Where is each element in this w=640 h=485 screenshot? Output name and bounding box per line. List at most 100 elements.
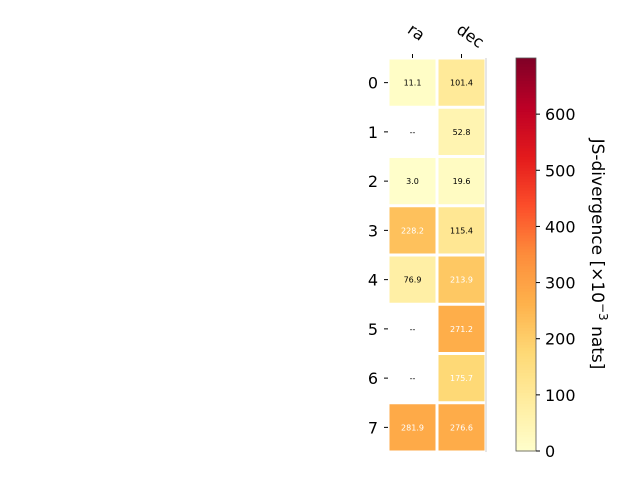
row-tick-label: 5 — [368, 320, 378, 339]
colorbar-segment — [516, 170, 536, 174]
heatmap-cell — [389, 404, 436, 451]
colorbar-segment — [516, 305, 536, 309]
row-tick-label: 6 — [368, 369, 378, 388]
colorbar-segment — [516, 114, 536, 118]
heatmap-cell — [389, 207, 436, 254]
colorbar-segment — [516, 74, 536, 79]
row-tick-label: 0 — [368, 74, 378, 93]
colorbar-segment — [516, 130, 536, 135]
colorbar-segment — [516, 189, 536, 194]
heatmap-cell — [438, 158, 485, 205]
colorbar-segment — [516, 262, 536, 267]
colorbar-segment — [516, 251, 536, 256]
colorbar-segment — [516, 66, 536, 70]
colorbar-segment — [516, 307, 536, 312]
colorbar-segment — [516, 271, 536, 275]
row-tick-label: 3 — [368, 221, 378, 240]
colorbar-segment — [516, 91, 536, 96]
colorbar-segment — [516, 316, 536, 320]
colorbar-segment — [516, 175, 536, 180]
colorbar-segment — [516, 226, 536, 230]
colorbar-segment — [516, 161, 536, 166]
cell-value-label: 3.0 — [406, 177, 419, 186]
colorbar-segment — [516, 63, 536, 68]
colorbar-segment — [516, 442, 536, 446]
colorbar-segment — [516, 417, 536, 421]
cell-value-label: 11.1 — [404, 79, 422, 88]
colorbar-segment — [516, 248, 536, 253]
colorbar-segment — [516, 276, 536, 281]
colorbar-segment — [516, 69, 536, 73]
colorbar-segment — [516, 358, 536, 362]
colorbar-segment — [516, 394, 536, 399]
colorbar-tick-label: 200 — [545, 330, 576, 349]
colorbar-segment — [516, 428, 536, 432]
colorbar-segment — [516, 392, 536, 396]
cell-value-label: 19.6 — [453, 177, 471, 186]
colorbar-segment — [516, 274, 536, 278]
colorbar-segment — [516, 72, 536, 76]
heatmap-cell — [389, 158, 436, 205]
colorbar-tick-label: 400 — [545, 217, 576, 236]
colorbar-tick-labels: 0 100 200 300 400 500 600 — [536, 105, 576, 461]
cell-value-label: 175.7 — [450, 374, 473, 383]
colorbar-segment — [516, 321, 536, 326]
colorbar-segment — [516, 411, 536, 416]
heatmap-cell — [438, 404, 485, 451]
colorbar-segment — [516, 434, 536, 438]
colorbar-segment — [516, 147, 536, 152]
colorbar-segment — [516, 257, 536, 261]
cell-value-label: 52.8 — [453, 128, 471, 137]
colorbar-segment — [516, 159, 536, 163]
colorbar-segment — [516, 94, 536, 98]
colorbar-segment — [516, 139, 536, 143]
cell-value-label: 271.2 — [450, 325, 473, 334]
colorbar-segment — [516, 436, 536, 441]
row-tick-label: 1 — [368, 123, 378, 142]
colorbar-segment — [516, 173, 536, 177]
colorbar-segment — [516, 133, 536, 138]
colorbar-segment — [516, 108, 536, 112]
colorbar-segment — [516, 380, 536, 385]
colorbar-segment — [516, 209, 536, 213]
colorbar-segment — [516, 184, 536, 188]
heatmap-cell — [389, 59, 436, 106]
colorbar-segment — [516, 265, 536, 270]
cell-value-label: 76.9 — [404, 276, 422, 285]
colorbar-segment — [516, 335, 536, 340]
colorbar-segment — [516, 366, 536, 371]
colorbar-segment — [516, 389, 536, 393]
colorbar-segment — [516, 212, 536, 216]
colorbar-segment — [516, 195, 536, 199]
colorbar-segment — [516, 223, 536, 228]
colorbar-segment — [516, 448, 536, 452]
colorbar-segment — [516, 156, 536, 160]
cell-value-label: 101.4 — [450, 79, 473, 88]
colorbar-segment — [516, 218, 536, 222]
colorbar-segment — [516, 136, 536, 141]
colorbar-segment — [516, 352, 536, 357]
colorbar-segment — [516, 403, 536, 407]
colorbar-tick-label: 0 — [545, 442, 555, 461]
colorbar-segment — [516, 330, 536, 334]
colorbar-segment — [516, 431, 536, 435]
colorbar-segment — [516, 246, 536, 250]
colorbar-segment — [516, 220, 536, 225]
column-tick-label: ra — [404, 20, 428, 45]
colorbar-segment — [516, 313, 536, 317]
colorbar-segment — [516, 422, 536, 427]
colorbar-segment — [516, 80, 536, 84]
row-tick-label: 7 — [368, 418, 378, 437]
colorbar-segment — [516, 324, 536, 329]
colorbar-segment — [516, 100, 536, 104]
colorbar-segment — [516, 203, 536, 208]
colorbar-label: JS-divergence [×10−3 nats] — [587, 138, 610, 370]
colorbar-segment — [516, 150, 536, 155]
colorbar-segment — [516, 319, 536, 323]
colorbar-segment — [516, 145, 536, 149]
cell-value-label: 276.6 — [450, 423, 473, 432]
colorbar — [515, 57, 537, 452]
colorbar-segment — [516, 288, 536, 292]
colorbar-tick-label: 500 — [545, 161, 576, 180]
